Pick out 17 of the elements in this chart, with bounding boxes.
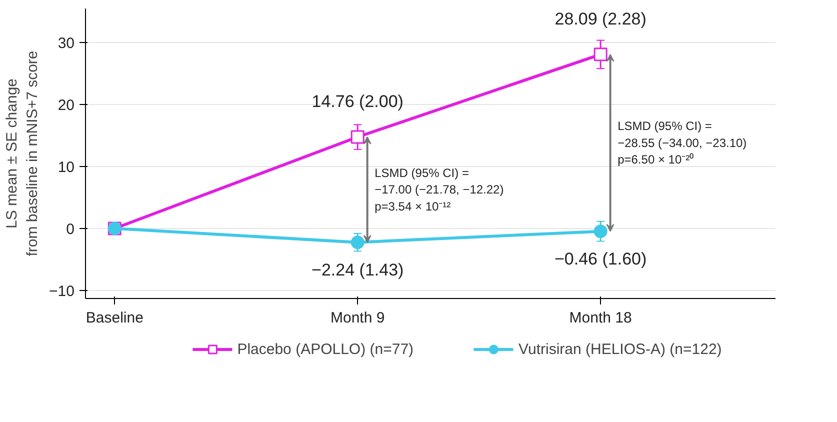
- y-axis-title: LS mean ± SE change from baseline in mNIS+7 score: [4, 50, 42, 256]
- x-tick-label: Month 18: [569, 310, 632, 326]
- data-label: −0.46 (1.60): [554, 249, 647, 268]
- x-tick-label: Month 9: [330, 310, 385, 326]
- y-tick-label: −10: [49, 282, 75, 300]
- data-label: −2.24 (1.43): [312, 260, 404, 280]
- x-tick-label: Baseline: [86, 310, 144, 326]
- data-label: 14.76 (2.00): [312, 92, 404, 112]
- y-tick-label: 0: [66, 220, 74, 238]
- y-tick-label: 20: [58, 97, 75, 114]
- annotation: LSMD (95% CI) = −28.55 (−34.00, −23.10) p=6.50 × 10⁻²⁰: [618, 119, 747, 167]
- data-label: 28.09 (2.28): [554, 9, 646, 28]
- legend-label: Placebo (APOLLO) (n=77): [237, 340, 414, 358]
- y-tick-label: 30: [58, 35, 75, 52]
- legend-label: Vutrisiran (HELIOS-A) (n=122): [518, 340, 722, 358]
- annotation: LSMD (95% CI) = −17.00 (−21.78, −12.22) p=3.54 × 10⁻¹²: [374, 166, 504, 214]
- y-tick-label: 10: [58, 159, 75, 176]
